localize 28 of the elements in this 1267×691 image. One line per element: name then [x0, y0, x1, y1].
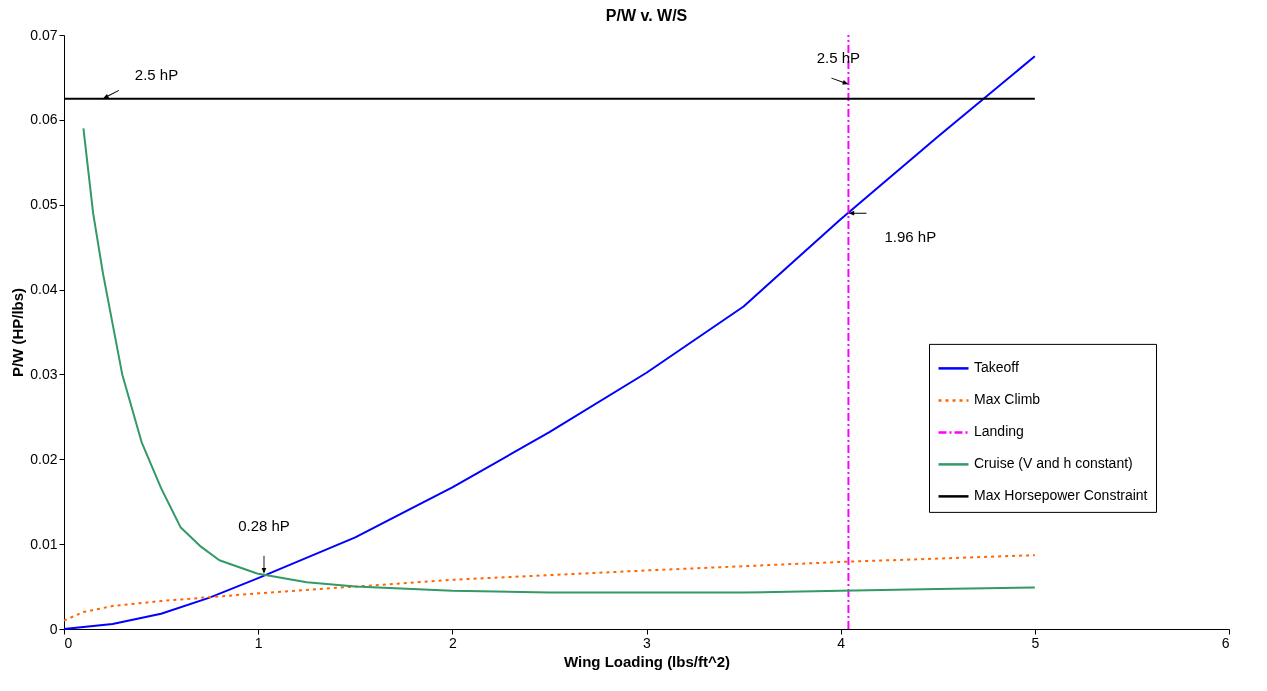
- annotation: 2.5 hP: [134, 65, 179, 83]
- x-axis-title: Wing Loading (lbs/ft^2): [563, 652, 731, 670]
- y-tick-label: 0.01: [30, 535, 58, 552]
- legend-label: Max Horsepower Constraint: [974, 487, 1148, 504]
- annotation: 0.28 hP: [238, 516, 290, 534]
- x-tick-label: 6: [1221, 634, 1230, 651]
- x-tick-label: 4: [837, 634, 846, 651]
- x-tick-label: 0: [64, 634, 73, 651]
- x-tick-label: 2: [448, 634, 457, 651]
- y-tick-label: 0.02: [30, 450, 58, 467]
- annotation: 2.5 hP: [816, 49, 861, 67]
- y-axis-title: P/W (HP/lbs): [9, 287, 27, 378]
- legend-label: Landing: [974, 423, 1024, 440]
- x-tick-label: 5: [1031, 634, 1040, 651]
- legend-label: Takeoff: [974, 359, 1019, 376]
- line-series: [63, 554, 1036, 622]
- y-tick-label: 0.06: [30, 111, 58, 128]
- y-tick-label: 0: [49, 620, 58, 637]
- y-tick-label: 0.07: [30, 26, 58, 43]
- legend-label: Cruise (V and h constant): [974, 455, 1133, 472]
- chart-title: P/W v. W/S: [605, 7, 688, 24]
- y-tick-label: 0.04: [30, 281, 58, 298]
- x-tick-label: 3: [643, 634, 652, 651]
- annotation: 1.96 hP: [884, 228, 937, 246]
- y-tick-label: 0.05: [30, 196, 58, 213]
- x-tick-label: 1: [254, 634, 263, 651]
- legend-label: Max Climb: [974, 391, 1041, 408]
- y-tick-label: 0.03: [30, 365, 58, 382]
